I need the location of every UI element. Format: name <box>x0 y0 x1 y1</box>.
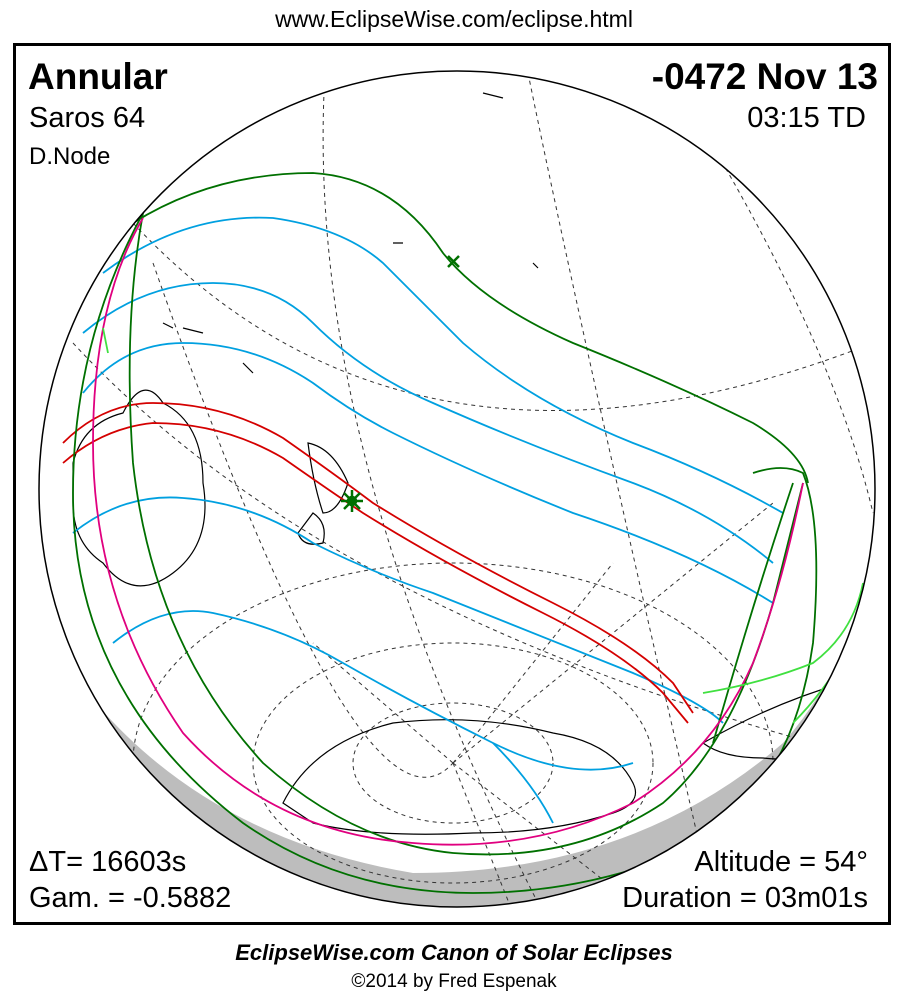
penumbral-limit-curves <box>72 216 784 824</box>
canon-title: EclipseWise.com Canon of Solar Eclipses <box>235 940 673 965</box>
eclipse-type: Annular <box>28 56 168 97</box>
pole-marker-icon <box>447 255 460 268</box>
globe-outline <box>38 70 876 908</box>
antarctica-outline <box>282 719 637 835</box>
eclipse-time: 03:15 TD <box>747 102 866 134</box>
night-side-shading <box>51 513 875 907</box>
new-zealand-outline <box>307 442 349 514</box>
delta-t: ΔT= 16603s <box>29 846 187 878</box>
map-frame <box>13 43 891 925</box>
saros-number: Saros 64 <box>29 102 146 134</box>
graticule <box>72 72 874 907</box>
australia-outline <box>72 389 206 587</box>
pacific-islands <box>162 92 539 374</box>
gamma: Gam. = -0.5882 <box>29 882 232 914</box>
eclipse-globe-map <box>38 70 876 908</box>
sun-altitude: Altitude = 54° <box>694 846 868 878</box>
rise-set-curves <box>92 217 804 846</box>
copyright: ©2014 by Fred Espenak <box>351 971 557 992</box>
annular-duration: Duration = 03m01s <box>622 882 868 914</box>
new-zealand-south-outline <box>297 512 325 545</box>
node-label: D.Node <box>29 143 111 170</box>
greatest-eclipse-icon <box>341 490 363 512</box>
eclipsewise-url[interactable]: www.EclipseWise.com/eclipse.html <box>275 6 633 32</box>
eclipse-date: -0472 Nov 13 <box>651 56 878 97</box>
